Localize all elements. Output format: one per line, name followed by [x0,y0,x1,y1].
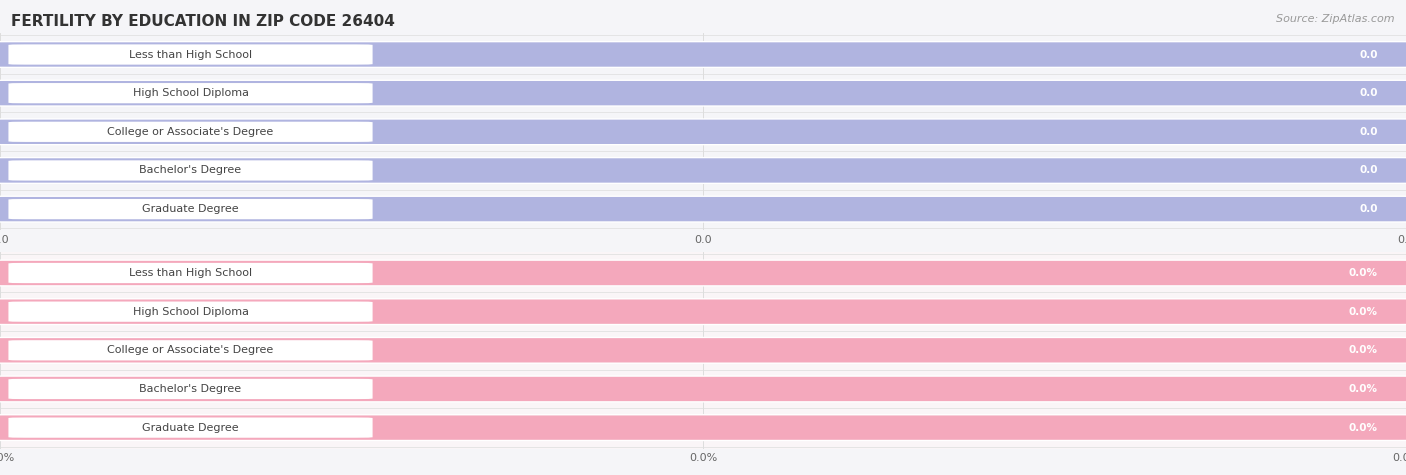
FancyBboxPatch shape [0,158,1406,183]
Text: High School Diploma: High School Diploma [132,307,249,317]
FancyBboxPatch shape [0,299,1406,324]
Text: FERTILITY BY EDUCATION IN ZIP CODE 26404: FERTILITY BY EDUCATION IN ZIP CODE 26404 [11,14,395,29]
FancyBboxPatch shape [8,418,373,438]
FancyBboxPatch shape [0,197,1406,221]
FancyBboxPatch shape [8,302,373,322]
FancyBboxPatch shape [0,42,1406,66]
Text: 0.0%: 0.0% [1348,384,1378,394]
FancyBboxPatch shape [8,122,373,142]
FancyBboxPatch shape [8,161,373,180]
FancyBboxPatch shape [0,416,1406,440]
FancyBboxPatch shape [0,416,1406,440]
FancyBboxPatch shape [0,377,1406,401]
FancyBboxPatch shape [0,261,1406,285]
Text: 0.0: 0.0 [1360,127,1378,137]
Text: Less than High School: Less than High School [129,49,252,59]
FancyBboxPatch shape [0,299,1406,324]
FancyBboxPatch shape [0,120,1406,144]
Text: 0.0%: 0.0% [1348,307,1378,317]
Text: Source: ZipAtlas.com: Source: ZipAtlas.com [1277,14,1395,24]
FancyBboxPatch shape [8,263,373,283]
FancyBboxPatch shape [0,377,1406,401]
Text: College or Associate's Degree: College or Associate's Degree [107,127,274,137]
FancyBboxPatch shape [0,120,1406,144]
FancyBboxPatch shape [0,42,1406,66]
Text: Less than High School: Less than High School [129,268,252,278]
Text: 0.0: 0.0 [1360,88,1378,98]
FancyBboxPatch shape [0,81,1406,105]
FancyBboxPatch shape [8,379,373,399]
Text: 0.0%: 0.0% [1348,268,1378,278]
FancyBboxPatch shape [0,81,1406,105]
Text: 0.0: 0.0 [1360,49,1378,59]
Text: College or Associate's Degree: College or Associate's Degree [107,345,274,355]
Text: Bachelor's Degree: Bachelor's Degree [139,165,242,175]
FancyBboxPatch shape [0,158,1406,183]
FancyBboxPatch shape [8,44,373,65]
FancyBboxPatch shape [8,340,373,361]
Text: Bachelor's Degree: Bachelor's Degree [139,384,242,394]
FancyBboxPatch shape [0,261,1406,285]
Text: Graduate Degree: Graduate Degree [142,423,239,433]
FancyBboxPatch shape [0,197,1406,221]
FancyBboxPatch shape [0,338,1406,362]
Text: 0.0: 0.0 [1360,204,1378,214]
FancyBboxPatch shape [8,83,373,103]
Text: 0.0%: 0.0% [1348,423,1378,433]
Text: 0.0%: 0.0% [1348,345,1378,355]
Text: Graduate Degree: Graduate Degree [142,204,239,214]
FancyBboxPatch shape [0,338,1406,362]
FancyBboxPatch shape [8,199,373,219]
Text: High School Diploma: High School Diploma [132,88,249,98]
Text: 0.0: 0.0 [1360,165,1378,175]
